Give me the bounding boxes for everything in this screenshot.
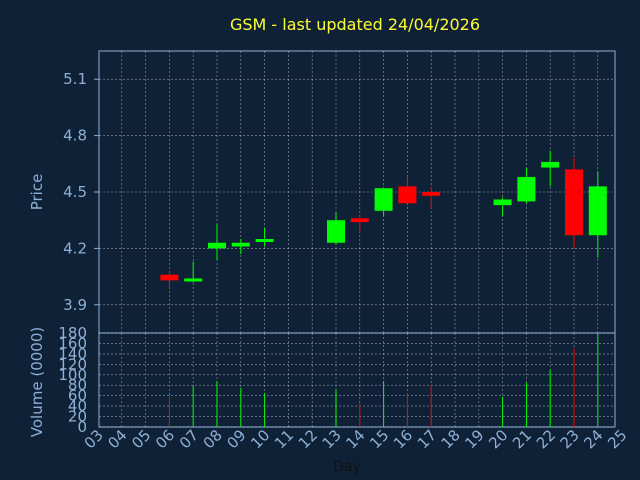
volume-tick-label: 160 xyxy=(58,334,87,352)
volume-tick-label: 140 xyxy=(58,345,87,363)
x-tick-label: 09 xyxy=(223,426,249,452)
candle-body xyxy=(422,192,441,196)
candle-body xyxy=(398,186,417,204)
x-tick-label: 12 xyxy=(295,426,321,452)
candle-body xyxy=(374,188,393,211)
candle-body xyxy=(160,274,179,281)
volume-panel xyxy=(98,332,616,428)
x-tick-label: 17 xyxy=(414,426,440,452)
x-tick-label: 05 xyxy=(128,426,154,452)
candle-body xyxy=(493,199,512,206)
x-tick-label: 24 xyxy=(580,426,606,452)
price-tick-label: 4.8 xyxy=(63,127,87,145)
x-tick-label: 15 xyxy=(366,426,392,452)
volume-tick-label: 120 xyxy=(58,355,87,373)
candle-body xyxy=(588,186,607,236)
x-tick-label: 22 xyxy=(533,426,559,452)
candle-body xyxy=(565,169,583,236)
candle-body xyxy=(184,278,203,282)
x-ticks: 0304050607080910111213141516171819202122… xyxy=(81,426,631,452)
candle-body xyxy=(327,220,345,243)
x-tick-label: 10 xyxy=(247,426,273,452)
x-tick-label: 25 xyxy=(604,426,630,452)
x-tick-label: 21 xyxy=(509,426,535,452)
volume-axis-label: Volume (0000) xyxy=(28,327,46,437)
volume-grid xyxy=(99,332,615,428)
candle-body xyxy=(208,242,226,249)
x-tick-label: 07 xyxy=(176,426,202,452)
chart-title: GSM - last updated 24/04/2026 xyxy=(230,15,480,34)
x-tick-label: 08 xyxy=(200,426,226,452)
price-tick-label: 4.5 xyxy=(63,183,87,201)
candle-body xyxy=(517,176,536,202)
candle-body xyxy=(541,161,560,168)
price-tick-label: 4.2 xyxy=(63,239,87,257)
volume-tick-label: 80 xyxy=(68,376,87,394)
volume-tick-label: 100 xyxy=(58,366,87,384)
volume-tick-label: 180 xyxy=(58,324,87,342)
price-tick-label: 3.9 xyxy=(63,296,87,314)
x-tick-label: 04 xyxy=(104,426,130,452)
price-axis-label: Price xyxy=(28,174,46,211)
candle-body xyxy=(350,218,369,223)
candle-body xyxy=(231,242,250,247)
volume-tick-label: 0 xyxy=(77,418,87,436)
x-tick-label: 06 xyxy=(152,426,178,452)
price-y-ticks: 3.9 4.2 4.5 4.8 5.1 xyxy=(63,70,99,314)
x-tick-label: 19 xyxy=(461,426,487,452)
candles xyxy=(160,150,607,290)
x-tick-label: 18 xyxy=(438,426,464,452)
x-axis-label: Day xyxy=(333,459,361,475)
volume-bars xyxy=(168,333,599,427)
x-tick-label: 23 xyxy=(557,426,583,452)
candle-body xyxy=(255,239,274,242)
volume-tick-label: 20 xyxy=(68,408,87,426)
price-tick-label: 5.1 xyxy=(63,70,87,88)
x-tick-label: 14 xyxy=(342,426,368,452)
x-tick-label: 13 xyxy=(319,426,345,452)
x-tick-label: 11 xyxy=(271,426,297,452)
volume-tick-label: 60 xyxy=(68,387,87,405)
volume-tick-label: 40 xyxy=(68,397,87,415)
x-tick-label: 16 xyxy=(390,426,416,452)
x-tick-label: 20 xyxy=(485,426,511,452)
